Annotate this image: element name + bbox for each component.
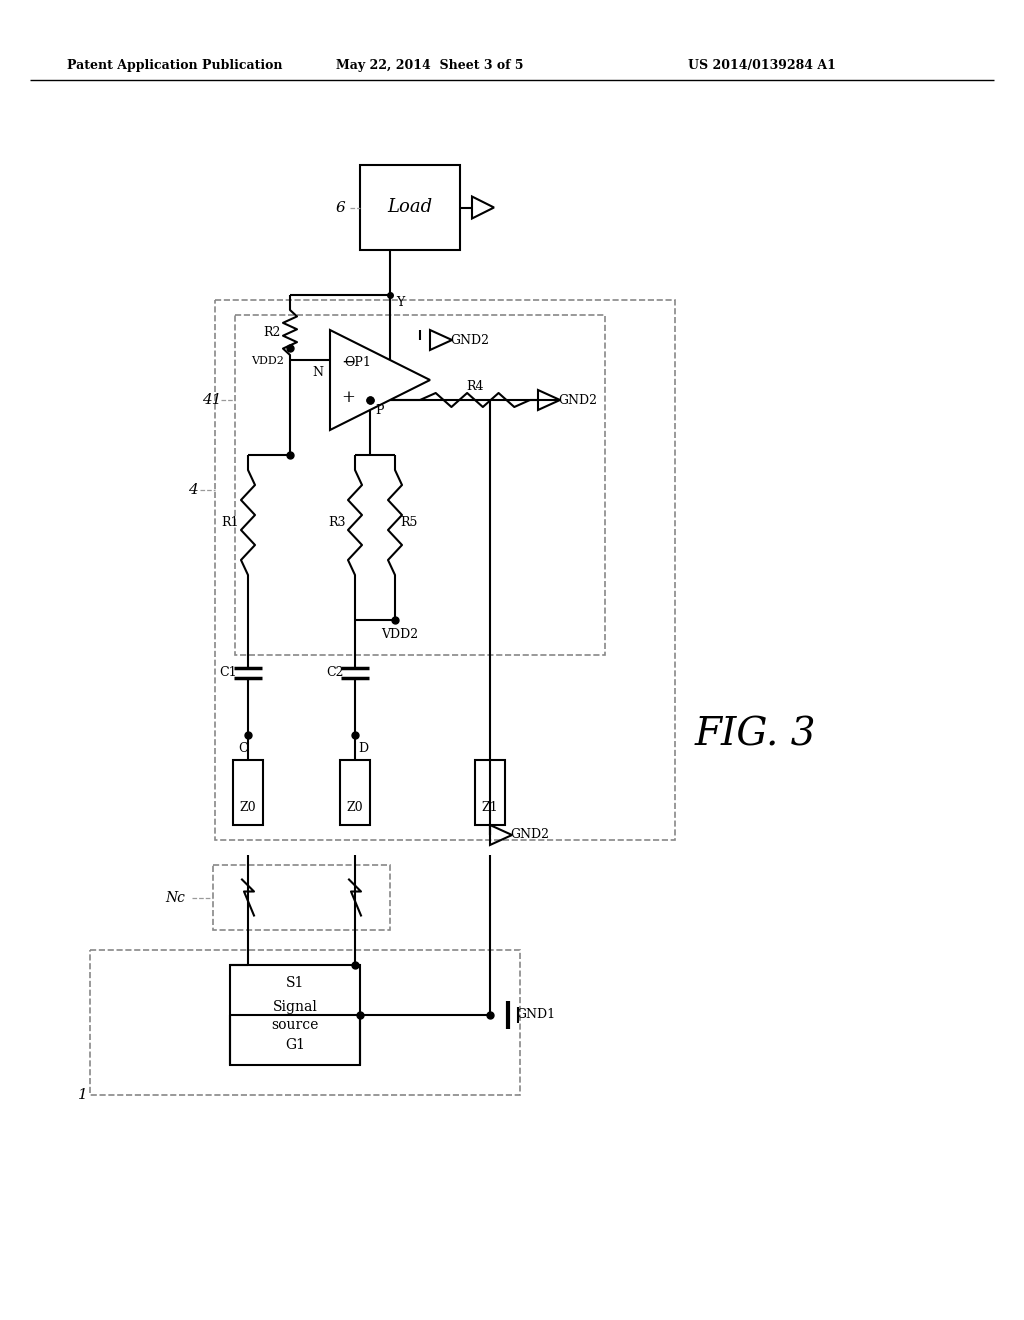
- Text: source: source: [271, 1018, 318, 1032]
- Bar: [234, 315, 605, 655]
- Text: Z0: Z0: [240, 801, 256, 814]
- Text: Signal: Signal: [272, 1001, 317, 1014]
- Bar: [213, 865, 390, 931]
- Text: Z0: Z0: [347, 801, 364, 814]
- Text: D: D: [358, 742, 368, 755]
- Text: R1: R1: [221, 516, 239, 529]
- Text: GND1: GND1: [516, 1008, 556, 1022]
- Text: C1: C1: [219, 667, 237, 678]
- Text: US 2014/0139284 A1: US 2014/0139284 A1: [688, 58, 836, 71]
- Text: Patent Application Publication: Patent Application Publication: [68, 58, 283, 71]
- Text: Y: Y: [396, 297, 404, 309]
- Text: R3: R3: [329, 516, 346, 529]
- Text: 4: 4: [188, 483, 198, 498]
- Text: C: C: [239, 742, 248, 755]
- Bar: [360, 165, 460, 249]
- Text: R5: R5: [400, 516, 418, 529]
- Text: N: N: [312, 366, 324, 379]
- Bar: [90, 950, 520, 1096]
- Text: Nc: Nc: [165, 891, 185, 904]
- Text: FIG. 3: FIG. 3: [694, 717, 816, 754]
- Text: Load: Load: [387, 198, 432, 216]
- Text: 1: 1: [78, 1088, 88, 1102]
- Polygon shape: [330, 330, 430, 430]
- Text: May 22, 2014  Sheet 3 of 5: May 22, 2014 Sheet 3 of 5: [336, 58, 523, 71]
- Text: VDD2: VDD2: [381, 628, 419, 642]
- Text: GND2: GND2: [511, 829, 550, 842]
- Text: C2: C2: [327, 667, 344, 678]
- Bar: [233, 760, 263, 825]
- Text: GND2: GND2: [451, 334, 489, 346]
- Text: −: −: [341, 354, 355, 371]
- Text: +: +: [341, 389, 355, 407]
- Text: S1: S1: [286, 975, 304, 990]
- Text: 6: 6: [335, 201, 345, 214]
- Text: OP1: OP1: [344, 355, 372, 368]
- Bar: [215, 300, 675, 840]
- Bar: [475, 760, 505, 825]
- Text: Z1: Z1: [481, 801, 499, 814]
- Text: GND2: GND2: [558, 393, 597, 407]
- Bar: [230, 965, 360, 1065]
- Text: P: P: [376, 404, 384, 417]
- Text: G1: G1: [285, 1038, 305, 1052]
- Text: R2: R2: [263, 326, 281, 339]
- Text: 41: 41: [203, 393, 222, 407]
- Text: VDD2: VDD2: [252, 356, 285, 367]
- Text: R4: R4: [466, 380, 483, 392]
- Bar: [340, 760, 370, 825]
